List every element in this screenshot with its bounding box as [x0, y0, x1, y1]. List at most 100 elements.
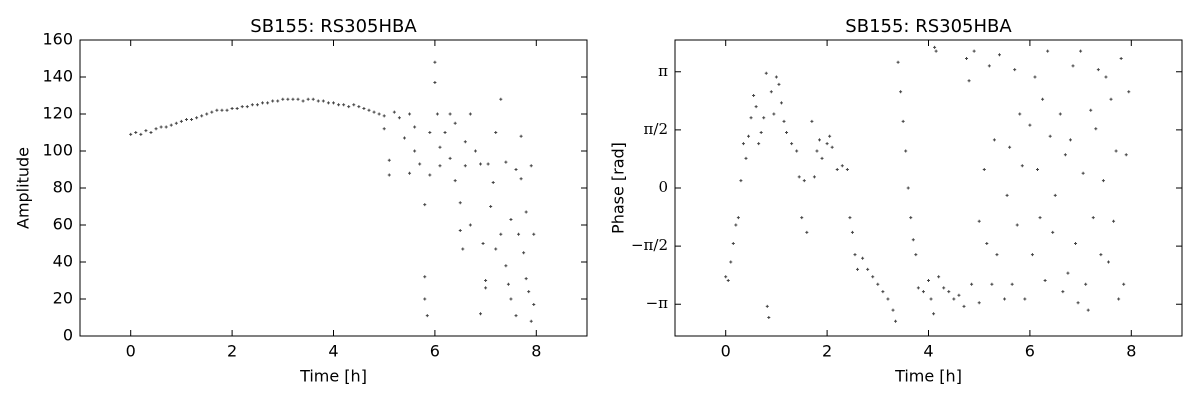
- data-point: [921, 290, 925, 294]
- data-point: [438, 164, 442, 168]
- data-point: [1008, 145, 1012, 149]
- data-point: [184, 118, 188, 122]
- data-point: [962, 304, 966, 308]
- y-axis-label: Phase [rad]: [609, 142, 628, 234]
- data-point: [382, 114, 386, 118]
- x-tick-label: 4: [328, 342, 338, 361]
- data-point: [853, 253, 857, 257]
- data-point: [271, 99, 275, 103]
- data-point: [815, 149, 819, 153]
- data-point: [992, 138, 996, 142]
- data-point: [1079, 49, 1083, 53]
- data-point: [129, 132, 133, 136]
- data-point: [891, 308, 895, 312]
- data-point: [759, 131, 763, 134]
- data-point: [933, 45, 937, 49]
- data-point: [494, 247, 498, 251]
- data-point: [494, 131, 498, 134]
- data-point: [484, 286, 488, 290]
- data-point: [1117, 297, 1121, 301]
- x-tick-label: 2: [822, 342, 832, 361]
- data-point: [876, 282, 880, 286]
- data-point: [1084, 282, 1088, 286]
- data-point: [458, 201, 462, 205]
- x-axis-label: Time [h]: [299, 367, 367, 386]
- data-point: [532, 232, 536, 236]
- data-point: [810, 119, 814, 123]
- data-point: [934, 49, 938, 53]
- data-point: [473, 149, 477, 153]
- data-point: [164, 125, 168, 129]
- data-point: [1122, 282, 1126, 286]
- data-point: [195, 116, 199, 120]
- data-point: [514, 168, 518, 171]
- data-point: [235, 106, 239, 110]
- y-tick-label: 120: [42, 104, 73, 123]
- data-point: [1038, 216, 1042, 220]
- data-point: [255, 103, 259, 107]
- data-point: [311, 97, 315, 101]
- data-point: [736, 216, 740, 220]
- data-point: [428, 173, 432, 177]
- data-point: [830, 145, 834, 149]
- data-point: [866, 267, 870, 271]
- data-point: [1046, 49, 1050, 53]
- data-point: [169, 123, 173, 127]
- y-tick-label: 60: [53, 215, 73, 234]
- data-point: [734, 223, 738, 227]
- data-point: [1089, 108, 1093, 112]
- data-point: [159, 125, 163, 129]
- data-point: [281, 97, 285, 101]
- data-point: [985, 242, 989, 245]
- data-point: [479, 162, 483, 166]
- x-tick-label: 4: [923, 342, 933, 361]
- data-point: [886, 297, 890, 301]
- data-point: [1099, 253, 1103, 257]
- data-point: [777, 82, 781, 86]
- data-point: [772, 112, 776, 116]
- data-point: [326, 101, 330, 105]
- data-point: [1086, 308, 1090, 312]
- data-point: [408, 112, 412, 116]
- data-point: [377, 112, 381, 116]
- chart-title: SB155: RS305HBA: [845, 16, 1012, 37]
- data-point: [726, 279, 730, 282]
- data-point: [484, 279, 488, 282]
- data-point: [1041, 97, 1045, 101]
- data-point: [321, 99, 325, 103]
- data-point: [527, 290, 531, 294]
- data-point: [729, 260, 733, 264]
- data-point: [423, 297, 427, 301]
- data-point: [443, 131, 447, 134]
- data-point: [790, 142, 794, 146]
- data-point: [764, 71, 768, 75]
- data-point: [987, 64, 991, 68]
- data-point: [352, 103, 356, 107]
- data-point: [433, 81, 437, 85]
- data-point: [438, 145, 442, 149]
- data-point: [362, 106, 366, 110]
- data-point: [332, 101, 335, 105]
- data-point: [1114, 149, 1118, 153]
- data-point: [461, 247, 465, 251]
- data-point: [230, 106, 234, 110]
- data-point: [817, 138, 821, 142]
- data-point: [899, 90, 903, 94]
- data-point: [463, 140, 467, 144]
- data-point: [744, 156, 748, 160]
- data-point: [942, 286, 946, 290]
- data-point: [927, 279, 930, 282]
- data-point: [250, 103, 254, 107]
- data-point: [453, 121, 457, 125]
- data-point: [179, 119, 183, 123]
- data-point: [522, 251, 526, 255]
- data-point: [1076, 301, 1080, 305]
- data-point: [797, 175, 801, 179]
- data-point: [1003, 297, 1007, 301]
- x-tick-label: 6: [1025, 342, 1035, 361]
- data-point: [1051, 230, 1055, 234]
- data-point: [418, 162, 422, 166]
- data-point: [828, 134, 832, 138]
- data-point: [481, 242, 485, 245]
- data-point: [767, 316, 771, 319]
